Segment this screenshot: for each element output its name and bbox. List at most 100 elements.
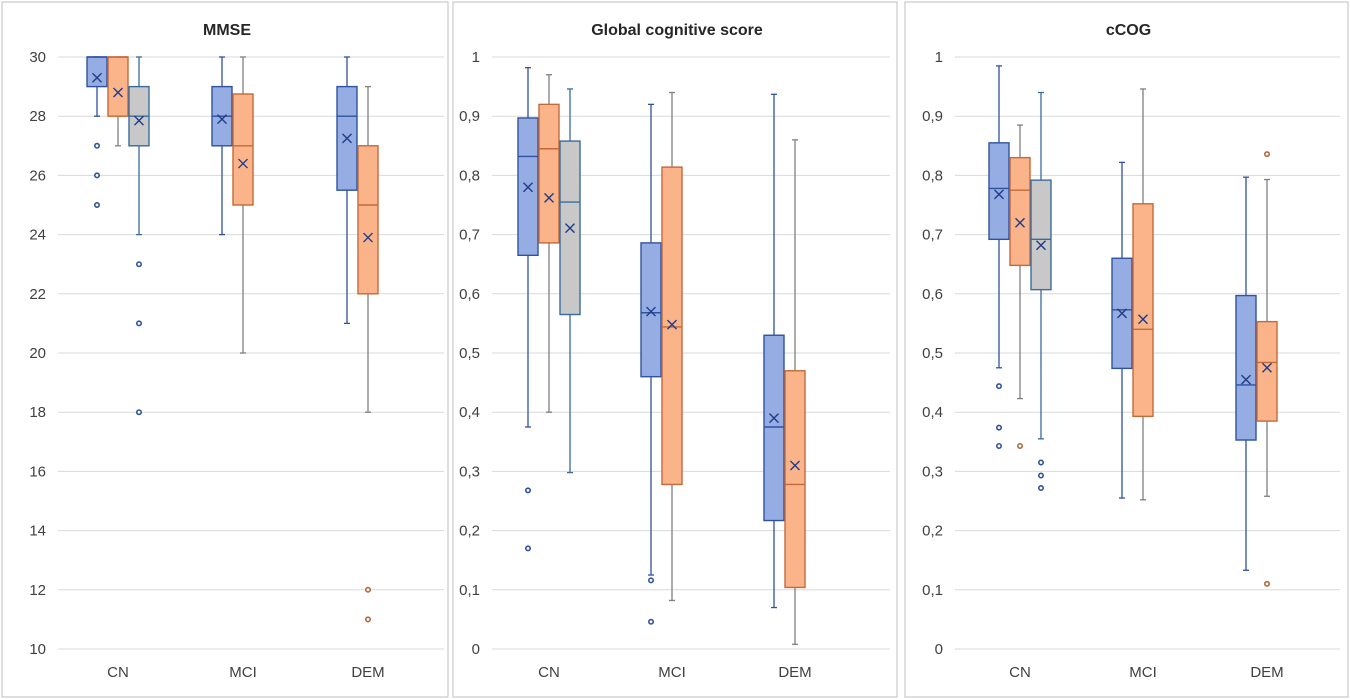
x-category-label: MCI <box>658 664 686 681</box>
outlier-point <box>94 202 101 209</box>
y-tick-label: 0,6 <box>922 286 943 303</box>
y-tick-label: 22 <box>29 286 46 303</box>
outlier-point <box>136 320 143 327</box>
y-tick-label: 20 <box>29 345 46 362</box>
box-iqr <box>784 370 806 589</box>
box-iqr <box>357 145 379 295</box>
box-cn-group-3 <box>1030 91 1052 491</box>
y-tick-label: 0,9 <box>459 108 480 125</box>
chart-title: Global cognitive score <box>591 22 763 39</box>
box-iqr <box>1132 203 1154 418</box>
box-iqr <box>640 242 662 378</box>
mean-marker <box>523 182 533 193</box>
outlier-point <box>1038 459 1045 466</box>
box-iqr <box>107 56 129 117</box>
outlier-point <box>1038 484 1045 491</box>
y-tick-label: 0 <box>935 641 943 658</box>
y-tick-label: 0,4 <box>922 404 943 421</box>
box-mci-group-2 <box>661 91 683 602</box>
box-mci-group-2 <box>1132 88 1154 501</box>
box-iqr <box>763 334 785 522</box>
y-tick-label: 0,1 <box>459 582 480 599</box>
global-cognitive-score-panel: Global cognitive score 0 0,1 0,2 0,3 0,4 0,5 0,… <box>452 1 898 698</box>
outlier-point <box>1017 442 1024 449</box>
box-dem-group-1 <box>763 93 785 609</box>
outlier-point <box>525 545 532 552</box>
mean-marker <box>342 133 352 144</box>
y-tick-label: 0,9 <box>922 108 943 125</box>
box-cn-group-3 <box>559 88 581 474</box>
mean-marker <box>1117 308 1127 319</box>
mean-marker <box>790 460 800 471</box>
y-tick-label: 1 <box>472 49 480 66</box>
outlier-point <box>996 424 1003 431</box>
x-category-label: MCI <box>229 664 257 681</box>
box-mci-group-1 <box>640 103 662 625</box>
y-tick-label: 0,1 <box>922 582 943 599</box>
outlier-point <box>996 442 1003 449</box>
y-tick-label: 0,8 <box>459 167 480 184</box>
y-tick-label: 12 <box>29 582 46 599</box>
outlier-point <box>364 586 371 593</box>
y-tick-label: 10 <box>29 641 46 658</box>
outlier-point <box>1038 472 1045 479</box>
outlier-point <box>94 142 101 149</box>
outlier-point <box>648 577 655 584</box>
box-iqr <box>538 103 560 244</box>
mmse-panel: MMSE 10 12 14 16 18 20 22 24 26 28 30 CN MCI DEM <box>1 1 449 698</box>
y-tick-label: 16 <box>29 463 46 480</box>
mean-marker <box>134 115 144 126</box>
outlier-point <box>648 618 655 625</box>
box-dem-group-1 <box>1235 176 1257 571</box>
y-tick-label: 14 <box>29 523 46 540</box>
box-dem-group-2 <box>784 139 806 645</box>
box-mci-group-1 <box>1111 161 1133 499</box>
box-iqr <box>232 93 254 206</box>
outlier-point <box>94 172 101 179</box>
y-tick-label: 0,2 <box>922 523 943 540</box>
chart-title: MMSE <box>203 22 251 39</box>
mean-marker <box>1036 240 1046 251</box>
box-iqr <box>988 142 1010 241</box>
mean-marker <box>1241 374 1251 385</box>
y-tick-label: 18 <box>29 404 46 421</box>
y-tick-label: 0,5 <box>459 345 480 362</box>
mean-marker <box>646 306 656 317</box>
box-iqr <box>1009 156 1031 267</box>
outlier-point <box>136 409 143 416</box>
mean-marker <box>1262 362 1272 373</box>
outlier-point <box>1263 151 1270 158</box>
y-tick-label: 0,2 <box>459 523 480 540</box>
y-tick-label: 28 <box>29 108 46 125</box>
y-tick-label: 0,4 <box>459 404 480 421</box>
box-dem-group-2 <box>1256 151 1278 587</box>
y-tick-label: 0,3 <box>922 463 943 480</box>
y-tick-label: 30 <box>29 49 46 66</box>
box-cn-group-2 <box>107 56 129 147</box>
ccog-panel: cCOG 0 0,1 0,2 0,3 0,4 0,5 0,6 0,7 0,8 0,9 1 CN MCI DE… <box>904 1 1349 698</box>
x-category-label: MCI <box>1129 664 1157 681</box>
box-mci-group-2 <box>232 56 254 354</box>
x-category-label: CN <box>538 664 560 681</box>
box-iqr <box>1256 320 1278 422</box>
box-mci-group-1 <box>211 56 233 236</box>
x-category-label: DEM <box>778 664 811 681</box>
mean-marker <box>217 114 227 125</box>
y-tick-label: 0,8 <box>922 167 943 184</box>
x-category-label: DEM <box>351 664 384 681</box>
box-iqr <box>661 166 683 486</box>
box-iqr <box>1030 179 1052 291</box>
box-cn-group-2 <box>538 74 560 413</box>
mean-marker <box>1138 314 1148 325</box>
mean-marker <box>92 72 102 83</box>
y-tick-label: 0,7 <box>922 227 943 244</box>
box-iqr <box>1235 294 1257 441</box>
y-tick-label: 0,7 <box>459 227 480 244</box>
mean-marker <box>667 319 677 330</box>
outlier-point <box>996 383 1003 390</box>
outlier-point <box>136 261 143 268</box>
box-cn-group-2 <box>1009 124 1031 449</box>
y-tick-label: 1 <box>935 49 943 66</box>
box-cn-group-1 <box>517 67 539 552</box>
